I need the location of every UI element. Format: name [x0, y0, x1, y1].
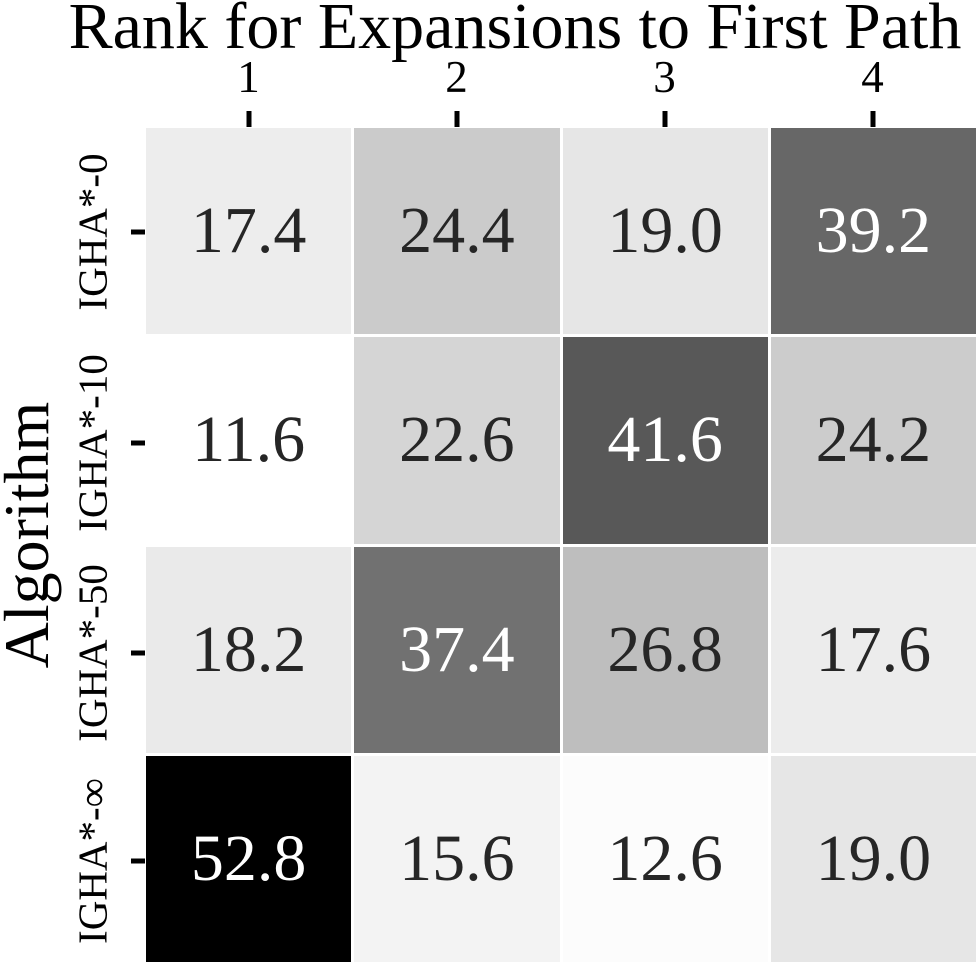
x-tick-mark — [870, 111, 875, 127]
x-tick-label: 2 — [445, 52, 468, 102]
heatmap-cell: 37.4 — [354, 546, 560, 753]
x-tick-label: 3 — [653, 52, 676, 102]
heatmap-grid: 17.4 24.4 19.0 39.2 11.6 22.6 41.6 24.2 18.2 37.4… — [146, 128, 976, 962]
y-tick-label-text: IGHA*-∞ — [69, 777, 116, 944]
chart-title: Rank for Expansions to First Path — [68, 0, 962, 63]
y-tick-mark — [131, 858, 145, 863]
y-tick-label-text: IGHA*-0 — [69, 153, 116, 311]
heatmap-cell: 41.6 — [562, 337, 768, 544]
heatmap-cell: 22.6 — [354, 337, 560, 544]
heatmap-cell: 24.4 — [354, 128, 560, 335]
y-tick-label-text: IGHA*-50 — [69, 563, 116, 742]
x-tick-mark — [662, 111, 667, 127]
heatmap-cell: 19.0 — [770, 755, 976, 962]
heatmap-cell: 17.4 — [146, 128, 352, 335]
heatmap-cell: 11.6 — [146, 337, 352, 544]
x-tick-mark — [246, 111, 251, 127]
y-tick-mark — [131, 229, 145, 235]
heatmap-cell: 39.2 — [770, 128, 976, 335]
x-tick-mark — [454, 111, 459, 127]
heatmap-cell: 52.8 — [146, 755, 352, 962]
x-tick-label: 4 — [861, 52, 884, 102]
heatmap-cell: 24.2 — [770, 337, 976, 544]
heatmap-cell: 12.6 — [562, 755, 768, 962]
y-tick-mark — [131, 440, 145, 445]
heatmap-cell: 18.2 — [146, 546, 352, 753]
heatmap-cell: 19.0 — [562, 128, 768, 335]
x-tick-label: 1 — [237, 52, 260, 102]
y-tick-label-text: IGHA*-10 — [69, 353, 116, 532]
heatmap-cell: 17.6 — [770, 546, 976, 753]
y-tick-mark — [131, 650, 145, 655]
heatmap-cell: 26.8 — [562, 546, 768, 753]
heatmap-cell: 15.6 — [354, 755, 560, 962]
y-axis-label-text: Algorithm — [0, 401, 62, 669]
